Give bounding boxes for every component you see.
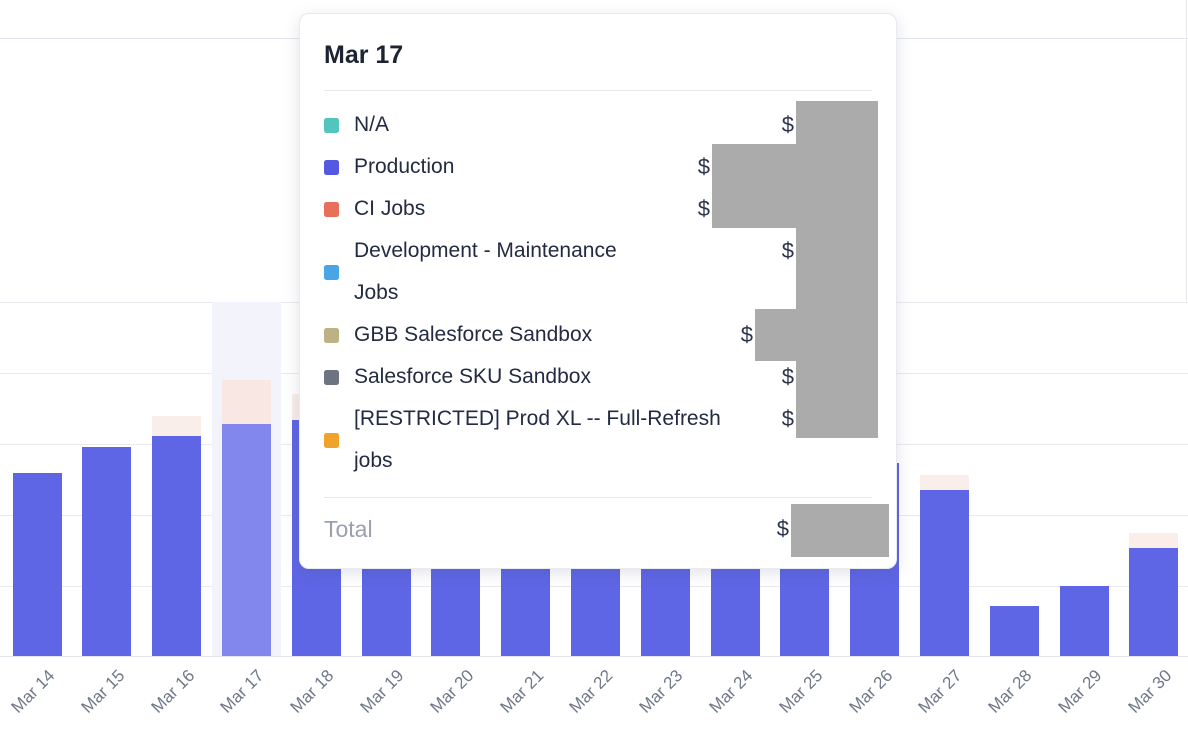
series-label: Development - Maintenance Jobs [354,239,617,304]
series-label: GBB Salesforce Sandbox [354,323,593,346]
redaction-box [712,144,796,228]
total-value: $ [776,516,789,541]
series-swatch-production [324,159,339,175]
tooltip-title: Mar 17 [324,41,404,69]
tooltip-row-production: Production $ [324,146,872,188]
bar-production-mar-29[interactable] [1059,585,1109,656]
total-label: Total [324,516,373,542]
series-swatch-sku-sandbox [324,369,339,385]
series-value: $ [697,154,710,179]
bar-production-mar-16[interactable] [152,435,202,656]
bar-production-mar-28[interactable] [989,605,1039,656]
series-value: $ [697,196,710,221]
series-value: $ [740,322,753,347]
tooltip-row-ci-jobs: CI Jobs $ [324,188,872,230]
bar-ci-jobs-mar-17[interactable] [221,379,271,424]
series-label: CI Jobs [354,197,426,220]
card-right-border [1186,0,1187,302]
series-swatch-gbb-sandbox [324,327,339,343]
tooltip-rows: N/A $ Production $ CI Jobs $ Development… [324,104,872,482]
chart-tooltip: Mar 17 N/A $ Production $ CI Jobs $ Deve… [299,13,897,569]
series-label: Salesforce SKU Sandbox [354,365,591,388]
tooltip-row-dev-maintenance: Development - Maintenance Jobs $ [324,230,872,314]
series-label: N/A [354,113,390,136]
bar-ci-jobs-mar-27[interactable] [919,475,969,491]
bar-production-mar-30[interactable] [1129,547,1179,656]
bar-production-mar-15[interactable] [82,447,132,656]
tooltip-row-gbb-sandbox: GBB Salesforce Sandbox $ [324,314,872,356]
tooltip-divider [324,90,872,91]
series-value: $ [781,238,794,263]
series-value: $ [781,406,794,431]
bar-production-mar-14[interactable] [12,473,62,656]
redaction-box [755,309,796,361]
redaction-box [791,504,889,557]
series-label: [RESTRICTED] Prod XL -- Full-Refresh job… [354,407,721,472]
tooltip-row-restricted-prod-xl: [RESTRICTED] Prod XL -- Full-Refresh job… [324,398,872,482]
series-value: $ [781,364,794,389]
series-label: Production [354,155,455,178]
series-swatch-na [324,117,339,133]
series-swatch-dev-maintenance [324,264,339,280]
bar-ci-jobs-mar-30[interactable] [1129,532,1179,548]
redaction-box [796,101,878,438]
series-swatch-ci-jobs [324,201,339,217]
bar-production-mar-17[interactable] [221,423,271,656]
bar-ci-jobs-mar-16[interactable] [152,415,202,436]
series-swatch-restricted-prod-xl [324,432,339,448]
tooltip-divider [324,497,872,498]
tooltip-row-na: N/A $ [324,104,872,146]
tooltip-total-row: Total $ [324,504,872,554]
series-value: $ [781,112,794,137]
bar-production-mar-27[interactable] [919,490,969,656]
x-axis-line [0,656,1188,657]
tooltip-row-sku-sandbox: Salesforce SKU Sandbox $ [324,356,872,398]
